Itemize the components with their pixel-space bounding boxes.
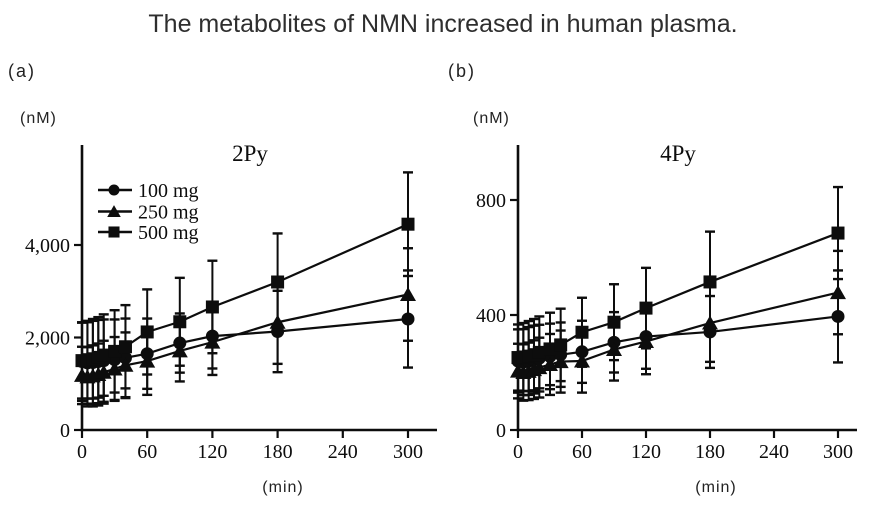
x-tick-label: 300 [393,441,423,463]
data-marker-square [118,340,132,354]
x-tick-label: 60 [572,441,592,463]
data-marker-triangle [552,354,569,369]
x-tick-label: 240 [759,441,789,463]
x-tick-label: 120 [631,441,661,463]
data-marker-square [554,338,568,352]
x-tick-label: 0 [77,441,87,463]
y-tick-label: 4,000 [25,235,70,257]
y-tick-label: 800 [476,190,506,212]
chart-title-2py: 2Py [232,141,268,166]
data-marker-square [205,300,219,314]
data-marker-triangle [606,342,622,356]
x-tick-label: 180 [263,441,293,463]
x-tick-label: 0 [513,441,523,463]
data-marker-square [271,275,285,289]
y-tick-label: 2,000 [25,328,70,350]
data-marker-triangle [171,343,188,358]
data-marker-circle [173,336,187,350]
y-tick-label: 400 [476,305,506,327]
data-marker-square [607,315,621,329]
data-marker-square [575,325,589,339]
x-tick-label: 60 [137,441,157,463]
data-marker-triangle [107,205,121,218]
data-marker-square [140,325,154,339]
data-marker-triangle [830,285,846,300]
x-axis-unit-label-2py: (min) [262,479,304,496]
data-marker-triangle [638,333,654,348]
series-line-500-mg [81,223,409,362]
data-marker-square [401,217,415,231]
data-marker-triangle [702,315,718,330]
data-marker-circle [831,309,845,323]
data-marker-square [108,344,122,358]
data-marker-square [543,342,557,356]
legend-label-100-mg: 100 mg [138,180,199,202]
data-marker-square [703,275,717,289]
data-marker-triangle [106,361,123,376]
y-axis-unit-label-4py: (nM) [473,110,510,127]
y-tick-label: 0 [496,420,506,442]
data-marker-square [108,226,120,238]
data-marker-circle [108,184,120,196]
legend-label-500-mg: 500 mg [138,222,199,244]
x-tick-label: 120 [197,441,227,463]
data-marker-square [532,345,546,359]
legend-label-250-mg: 250 mg [138,202,199,224]
data-marker-triangle [117,357,134,372]
chart-title-4py: 4Py [660,141,696,166]
data-marker-square [831,226,845,240]
panel-label-b: (b) [448,61,476,81]
series-line-250-mg [81,293,409,378]
figure-title: The metabolites of NMN increased in huma… [148,10,738,38]
y-axis-unit-label-2py: (nM) [20,110,57,127]
y-tick-label: 0 [60,420,70,442]
data-marker-triangle [574,353,590,368]
data-marker-square [173,315,187,329]
data-marker-triangle [269,314,286,329]
x-axis-unit-label-4py: (min) [695,479,737,496]
data-marker-circle [401,312,415,326]
data-marker-triangle [139,353,156,368]
data-marker-triangle [400,286,416,301]
x-tick-label: 180 [695,441,725,463]
x-tick-label: 240 [328,441,358,463]
data-marker-square [639,301,653,315]
data-marker-square [97,348,111,362]
data-marker-circle [575,345,589,359]
panel-label-a: (a) [8,61,36,81]
chart-4py: 0 60 120 180 240 300 0 400 800 [476,145,857,463]
series-line-250-mg [517,291,839,374]
data-marker-triangle [204,334,221,349]
x-tick-label: 300 [823,441,853,463]
